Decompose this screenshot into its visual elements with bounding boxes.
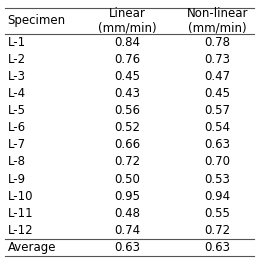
Text: L-8: L-8 (8, 155, 26, 168)
Text: 0.45: 0.45 (114, 70, 140, 83)
Text: 0.56: 0.56 (114, 104, 140, 117)
Text: Non-linear
(mm/min): Non-linear (mm/min) (186, 7, 248, 35)
Text: 0.78: 0.78 (204, 36, 230, 49)
Text: L-2: L-2 (8, 53, 26, 66)
Text: 0.63: 0.63 (204, 138, 230, 151)
Text: L-7: L-7 (8, 138, 26, 151)
Text: 0.43: 0.43 (114, 87, 140, 100)
Text: 0.55: 0.55 (204, 207, 230, 220)
Text: 0.76: 0.76 (114, 53, 140, 66)
Text: 0.53: 0.53 (204, 173, 230, 186)
Text: L-1: L-1 (8, 36, 26, 49)
Text: 0.94: 0.94 (204, 190, 230, 203)
Text: 0.72: 0.72 (114, 155, 140, 168)
Text: L-11: L-11 (8, 207, 33, 220)
Text: Average: Average (8, 241, 56, 254)
Text: L-12: L-12 (8, 224, 33, 237)
Text: 0.45: 0.45 (204, 87, 230, 100)
Text: 0.47: 0.47 (204, 70, 230, 83)
Text: 0.66: 0.66 (114, 138, 140, 151)
Text: 0.63: 0.63 (204, 241, 230, 254)
Text: L-10: L-10 (8, 190, 33, 203)
Text: L-5: L-5 (8, 104, 26, 117)
Text: 0.73: 0.73 (204, 53, 230, 66)
Text: 0.70: 0.70 (204, 155, 230, 168)
Text: Linear
(mm/min): Linear (mm/min) (98, 7, 157, 35)
Text: L-6: L-6 (8, 121, 26, 134)
Text: 0.63: 0.63 (114, 241, 140, 254)
Text: 0.48: 0.48 (114, 207, 140, 220)
Text: 0.52: 0.52 (114, 121, 140, 134)
Text: 0.57: 0.57 (204, 104, 230, 117)
Text: Specimen: Specimen (8, 14, 66, 27)
Text: L-4: L-4 (8, 87, 26, 100)
Text: 0.72: 0.72 (204, 224, 230, 237)
Text: 0.84: 0.84 (114, 36, 140, 49)
Text: 0.50: 0.50 (114, 173, 140, 186)
Text: 0.54: 0.54 (204, 121, 230, 134)
Text: 0.95: 0.95 (114, 190, 140, 203)
Text: 0.74: 0.74 (114, 224, 140, 237)
Text: L-9: L-9 (8, 173, 26, 186)
Text: L-3: L-3 (8, 70, 26, 83)
